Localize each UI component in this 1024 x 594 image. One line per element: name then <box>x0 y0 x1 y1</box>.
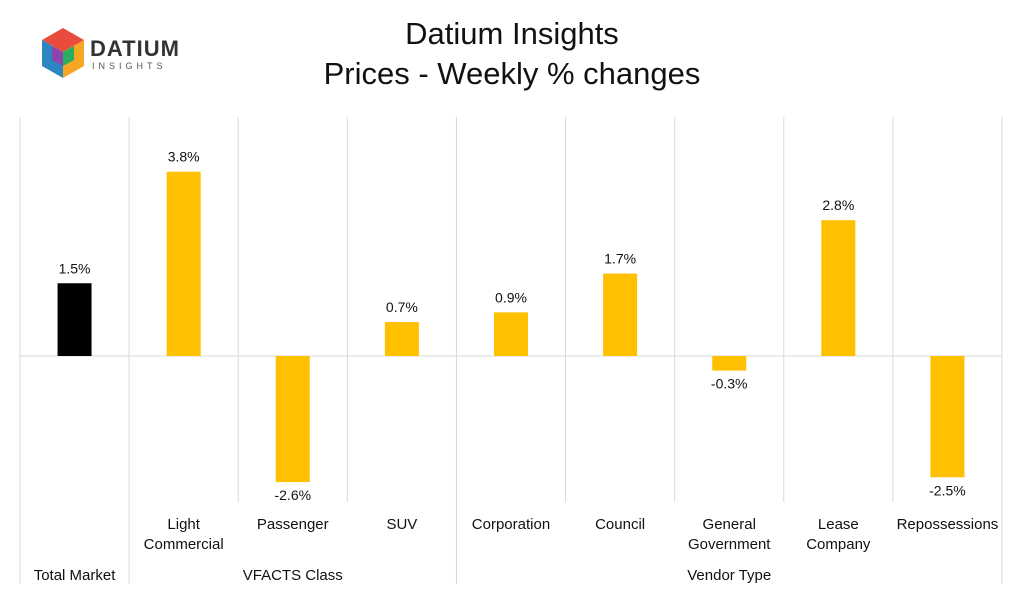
category-label: Commercial <box>144 536 224 553</box>
category-label: Corporation <box>472 516 550 533</box>
bar <box>494 312 528 356</box>
group-label: Vendor Type <box>687 567 771 584</box>
category-label: Lease <box>818 516 859 533</box>
group-label: VFACTS Class <box>243 567 343 584</box>
bar <box>603 273 638 356</box>
data-label: -2.6% <box>274 487 311 503</box>
data-label: -0.3% <box>711 376 748 392</box>
category-label: Passenger <box>257 516 329 533</box>
data-label: 1.5% <box>59 260 91 276</box>
chart-subtitle: Prices - Weekly % changes <box>323 56 701 91</box>
bar <box>821 220 856 356</box>
category-label: Government <box>688 536 771 553</box>
data-label: -2.5% <box>929 482 966 498</box>
bar <box>166 171 201 356</box>
category-label: Council <box>595 516 645 533</box>
chart-title: Datium Insights <box>405 16 619 51</box>
logo-sub-text: INSIGHTS <box>92 61 167 71</box>
bar <box>930 356 965 478</box>
category-label: Repossessions <box>897 516 999 533</box>
bar <box>57 283 92 356</box>
bar <box>712 356 747 371</box>
datium-logo-icon <box>42 28 84 78</box>
data-label: 3.8% <box>168 149 200 165</box>
datium-logo: DATIUM INSIGHTS <box>38 26 188 82</box>
data-label: 0.9% <box>495 289 527 305</box>
data-label: 0.7% <box>386 299 418 315</box>
category-label: Light <box>167 516 200 533</box>
logo-brand-text: DATIUM <box>90 36 180 61</box>
data-label: 2.8% <box>822 197 854 213</box>
chart-titles: Datium Insights Prices - Weekly % change… <box>0 14 1024 94</box>
category-label: Total Market <box>34 567 117 584</box>
bar <box>384 322 419 356</box>
category-label: General <box>703 516 756 533</box>
bar <box>275 356 310 483</box>
category-label: SUV <box>386 516 417 533</box>
data-label: 1.7% <box>604 251 636 267</box>
category-label: Company <box>806 536 871 553</box>
